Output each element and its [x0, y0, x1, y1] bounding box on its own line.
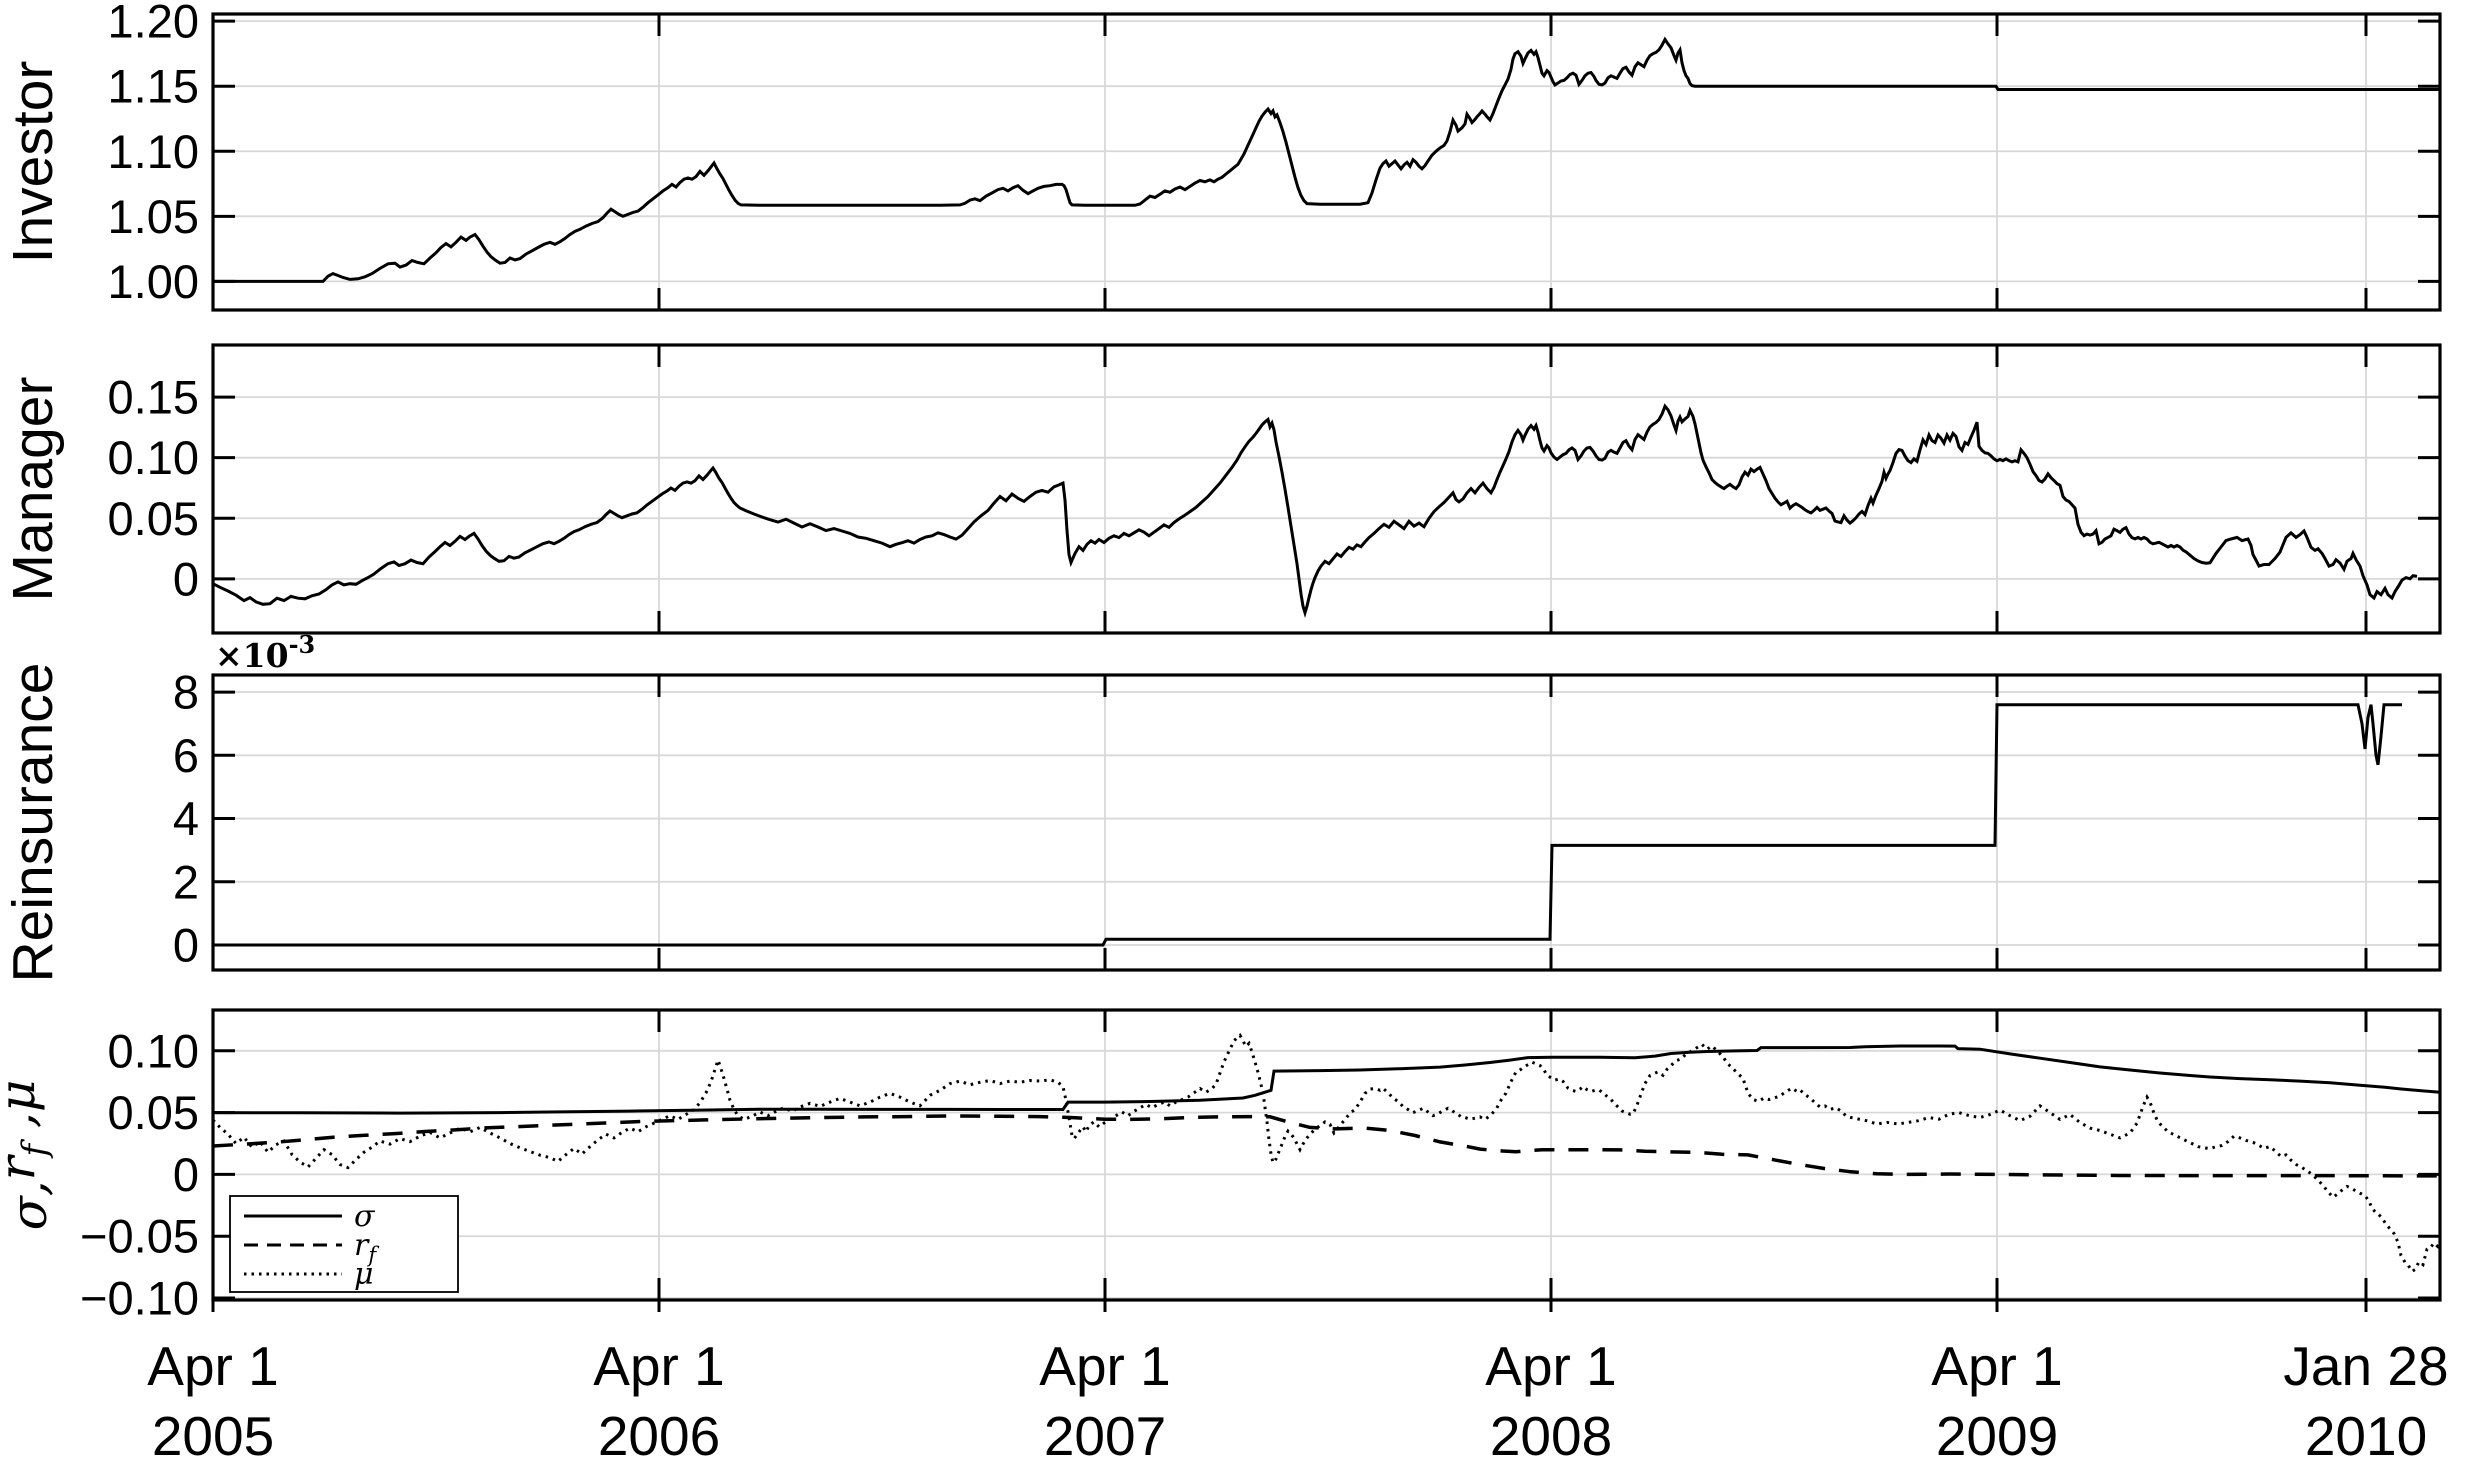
x-tick-label-year: 2006 — [598, 1405, 720, 1467]
x-tick-label-month: Apr 1 — [1485, 1335, 1616, 1397]
y-tick-label: 1.10 — [108, 125, 199, 178]
series-sigma — [212, 1044, 2441, 1115]
y-axis-label-manager: Manager — [1, 376, 65, 601]
legend-label: σ — [354, 1199, 376, 1234]
y-tick-label: 0.15 — [108, 371, 199, 424]
y-tick-label: 1.05 — [108, 190, 199, 243]
axes-border-rates — [211, 1008, 2442, 1302]
y-axis-label-rates: σ,rf ,μ — [0, 1080, 58, 1231]
x-tick-label-month: Apr 1 — [593, 1335, 724, 1397]
x-tick-label-month: Apr 1 — [1039, 1335, 1170, 1397]
axes-border-investor — [211, 12, 2442, 312]
x-tick-label-year: 2010 — [2305, 1405, 2427, 1467]
y-tick-label: 0.05 — [108, 1086, 199, 1139]
y-tick-label: 0.10 — [108, 431, 199, 484]
x-tick-label-year: 2009 — [1936, 1405, 2058, 1467]
series-manager-wealth — [212, 403, 2418, 619]
y-tick-label: 0 — [173, 1148, 199, 1201]
x-tick-label-month: Apr 1 — [147, 1335, 278, 1397]
y-tick-label: 0.10 — [108, 1024, 199, 1077]
x-tick-label-month: Apr 1 — [1931, 1335, 2062, 1397]
series-mu — [211, 1032, 2442, 1274]
x-tick-label-year: 2005 — [152, 1405, 274, 1467]
series-investor-nav — [213, 36, 2440, 283]
series-reinsurance-premium — [213, 703, 2402, 947]
y-tick-label: 1.00 — [108, 255, 199, 308]
axes-border-reinsurance — [211, 673, 2442, 972]
x-tick-label-year: 2007 — [1044, 1405, 1166, 1467]
legend-label: rf — [354, 1228, 379, 1268]
y-tick-label: −0.10 — [80, 1272, 199, 1325]
y-tick-label: 4 — [173, 792, 199, 845]
y-tick-label: 0.05 — [108, 492, 199, 545]
axes-border-manager — [211, 343, 2442, 635]
x-tick-label-month: Jan 28 — [2283, 1335, 2448, 1397]
y-axis-label-reinsurance: Reinsurance — [1, 662, 65, 982]
y-tick-label: −0.05 — [80, 1210, 199, 1263]
series-rf — [212, 1114, 2441, 1178]
x-tick-label-year: 2008 — [1490, 1405, 1612, 1467]
y-axis-label-investor: Investor — [1, 61, 65, 264]
legend-label: μ — [354, 1257, 374, 1292]
y-tick-label: 0 — [173, 552, 199, 605]
y-tick-label: 6 — [173, 729, 199, 782]
y-tick-label: 8 — [173, 666, 199, 719]
y-tick-label: 1.20 — [108, 0, 199, 48]
legend-box — [229, 1195, 459, 1293]
y-tick-label: 1.15 — [108, 60, 199, 113]
y-tick-label: 0 — [173, 919, 199, 972]
y-tick-label: 2 — [173, 855, 199, 908]
y-axis-exponent-label: ×10-3 — [215, 630, 315, 675]
